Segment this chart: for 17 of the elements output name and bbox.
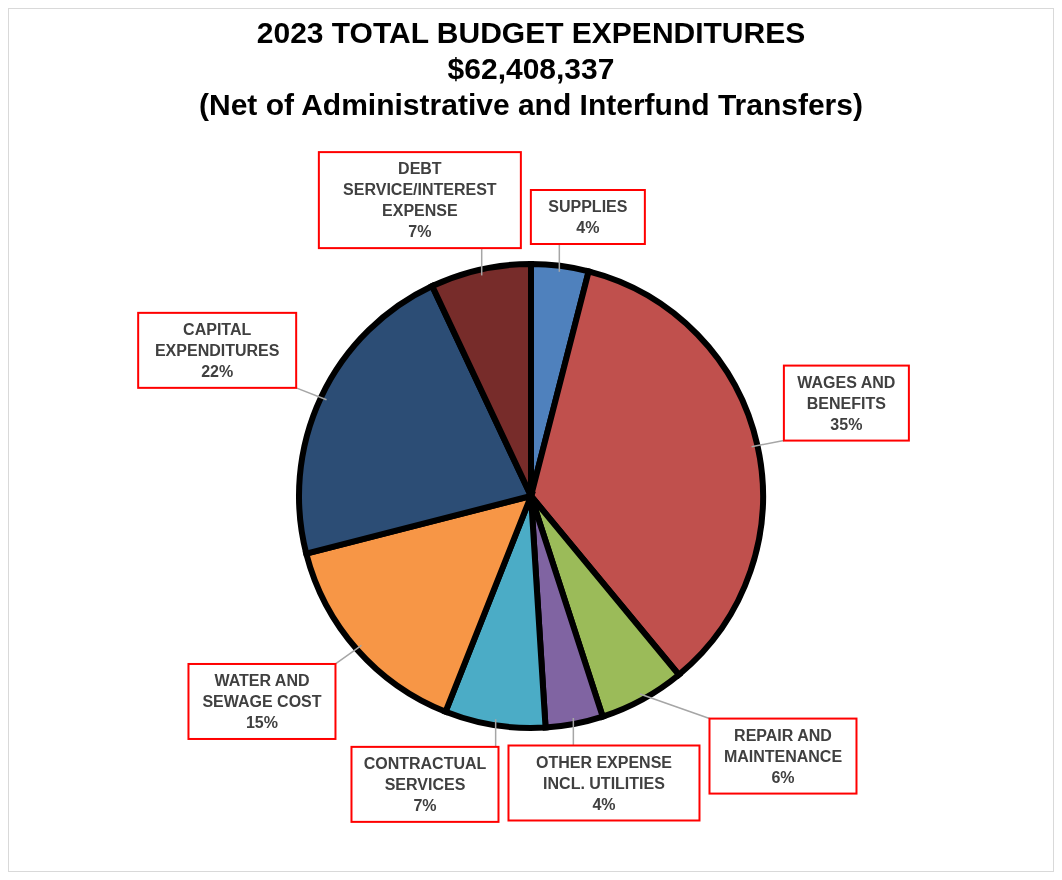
slice-label: OTHER EXPENSE INCL. UTILITIES xyxy=(535,753,673,792)
slice-label: CONTRACTUAL SERVICES xyxy=(363,754,487,793)
slice-label: WAGES AND BENEFITS xyxy=(797,373,896,412)
chart-title: 2023 TOTAL BUDGET EXPENDITURES $62,408,337 (Net of Administrative and Interfund Transfers) xyxy=(198,15,864,123)
slice-label: DEBT SERVICE/INTEREST EXPENSE xyxy=(343,160,497,220)
data-label: 4% xyxy=(592,795,616,813)
slice-label: REPAIR AND MAINTENANCE xyxy=(723,726,843,765)
data-label: 15% xyxy=(245,713,278,731)
data-label: 4% xyxy=(576,219,600,236)
data-label: 6% xyxy=(771,768,795,786)
slice-label: WATER AND SEWAGE COST xyxy=(202,671,322,710)
slice-label: SUPPLIES xyxy=(548,198,628,215)
data-label: 35% xyxy=(830,415,863,433)
data-label: 22% xyxy=(201,362,234,380)
data-label: 7% xyxy=(413,796,437,814)
slice-label: CAPITAL EXPENDITURES xyxy=(154,320,280,359)
data-label: 7% xyxy=(408,223,432,241)
